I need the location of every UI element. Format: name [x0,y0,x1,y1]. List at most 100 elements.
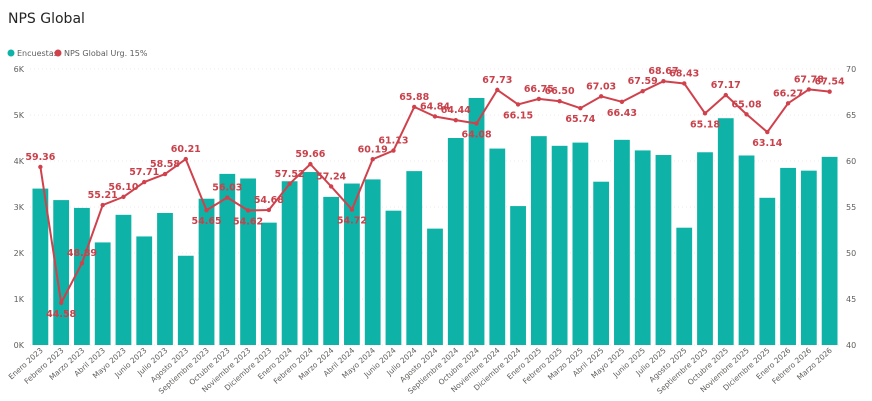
bar[interactable] [115,214,132,345]
line-point[interactable] [79,261,85,266]
bar[interactable] [530,136,547,345]
bar[interactable] [53,200,70,345]
bar[interactable] [177,255,194,345]
bar[interactable] [738,155,755,345]
bar[interactable] [281,181,298,345]
line-point[interactable] [391,148,396,153]
bar[interactable] [697,152,713,345]
bar[interactable] [593,181,610,345]
line-point[interactable] [370,157,375,162]
line-data-label: 65.88 [399,92,429,103]
line-point[interactable] [412,104,417,110]
bar[interactable] [800,170,817,345]
line-point[interactable] [58,300,64,306]
line-data-label: 56.10 [108,182,138,193]
bar[interactable] [489,148,506,345]
bar[interactable] [676,227,693,345]
line-point[interactable] [349,207,355,212]
line-point[interactable] [432,114,438,119]
line-point[interactable] [495,87,500,93]
bar[interactable] [717,118,734,345]
line-point[interactable] [100,202,105,208]
line-point[interactable] [121,194,126,200]
line-point[interactable] [38,164,43,170]
line-point[interactable] [287,181,292,187]
bar[interactable] [468,97,485,345]
bar[interactable] [385,210,402,345]
line-data-label: 60.19 [358,144,388,155]
bar[interactable] [344,183,360,345]
line-point[interactable] [578,105,583,111]
bar[interactable] [427,228,443,345]
line-point[interactable] [515,102,521,107]
line-point[interactable] [744,112,749,117]
line-point[interactable] [183,156,188,162]
line-data-label: 67.78 [794,74,824,85]
bar[interactable] [655,155,672,345]
line-point[interactable] [557,99,562,104]
line-data-label: 54.62 [233,216,263,227]
line-data-label: 59.36 [25,152,55,163]
bar[interactable] [780,167,796,345]
line-data-label: 66.27 [773,88,803,99]
line-series [38,79,832,306]
line-point[interactable] [723,92,728,98]
bar[interactable] [302,172,319,345]
bar[interactable] [510,206,526,345]
legend-line-label: NPS Global Urg. 15% [64,49,148,58]
line-point[interactable] [453,117,458,123]
line-point[interactable] [266,207,272,213]
bar[interactable] [240,178,256,345]
line-point[interactable] [785,101,791,106]
line-data-label: 65.74 [565,114,595,125]
line-point[interactable] [328,184,334,189]
line-point[interactable] [682,81,687,86]
line-point[interactable] [142,179,147,185]
line-data-label: 59.66 [295,149,325,160]
bar[interactable] [551,145,568,345]
bar[interactable] [821,156,838,345]
bar[interactable] [157,212,173,345]
bar[interactable] [447,138,464,345]
line-point[interactable] [640,88,645,94]
bar[interactable] [759,197,776,345]
line-point[interactable] [619,99,625,105]
line-data-label: 63.14 [752,138,782,149]
line-point[interactable] [661,79,666,84]
line-point[interactable] [765,129,770,135]
bar[interactable] [219,173,236,345]
bar[interactable] [260,222,277,345]
line-point[interactable] [806,87,812,92]
bar[interactable] [32,188,49,345]
line-data-label: 67.03 [586,81,616,92]
bar[interactable] [614,139,630,345]
line-data-label: 66.43 [607,108,637,119]
line-point[interactable] [702,111,708,116]
right-axis-tick: 65 [846,111,856,120]
legend[interactable]: Encuestas NPS Global Urg. 15% [7,49,148,58]
bar[interactable] [572,142,589,345]
left-axis-tick: 6K [14,65,25,74]
bar[interactable] [406,171,423,345]
line-point[interactable] [308,161,313,167]
line-point[interactable] [204,208,209,213]
left-axis-tick: 2K [14,249,25,258]
bar[interactable] [136,236,153,345]
bar[interactable] [634,150,651,345]
bar[interactable] [74,207,90,345]
line-point[interactable] [827,89,832,94]
line-point[interactable] [162,171,168,177]
line-point[interactable] [245,208,251,213]
line-point[interactable] [225,195,230,200]
bar[interactable] [364,179,381,345]
bar[interactable] [198,198,215,345]
line-point[interactable] [598,94,604,99]
bar[interactable] [94,242,111,345]
line-data-label: 66.15 [503,110,533,121]
bar-series [32,97,838,345]
line-point[interactable] [536,96,542,102]
bar[interactable] [323,196,340,345]
line-point[interactable] [474,121,479,126]
